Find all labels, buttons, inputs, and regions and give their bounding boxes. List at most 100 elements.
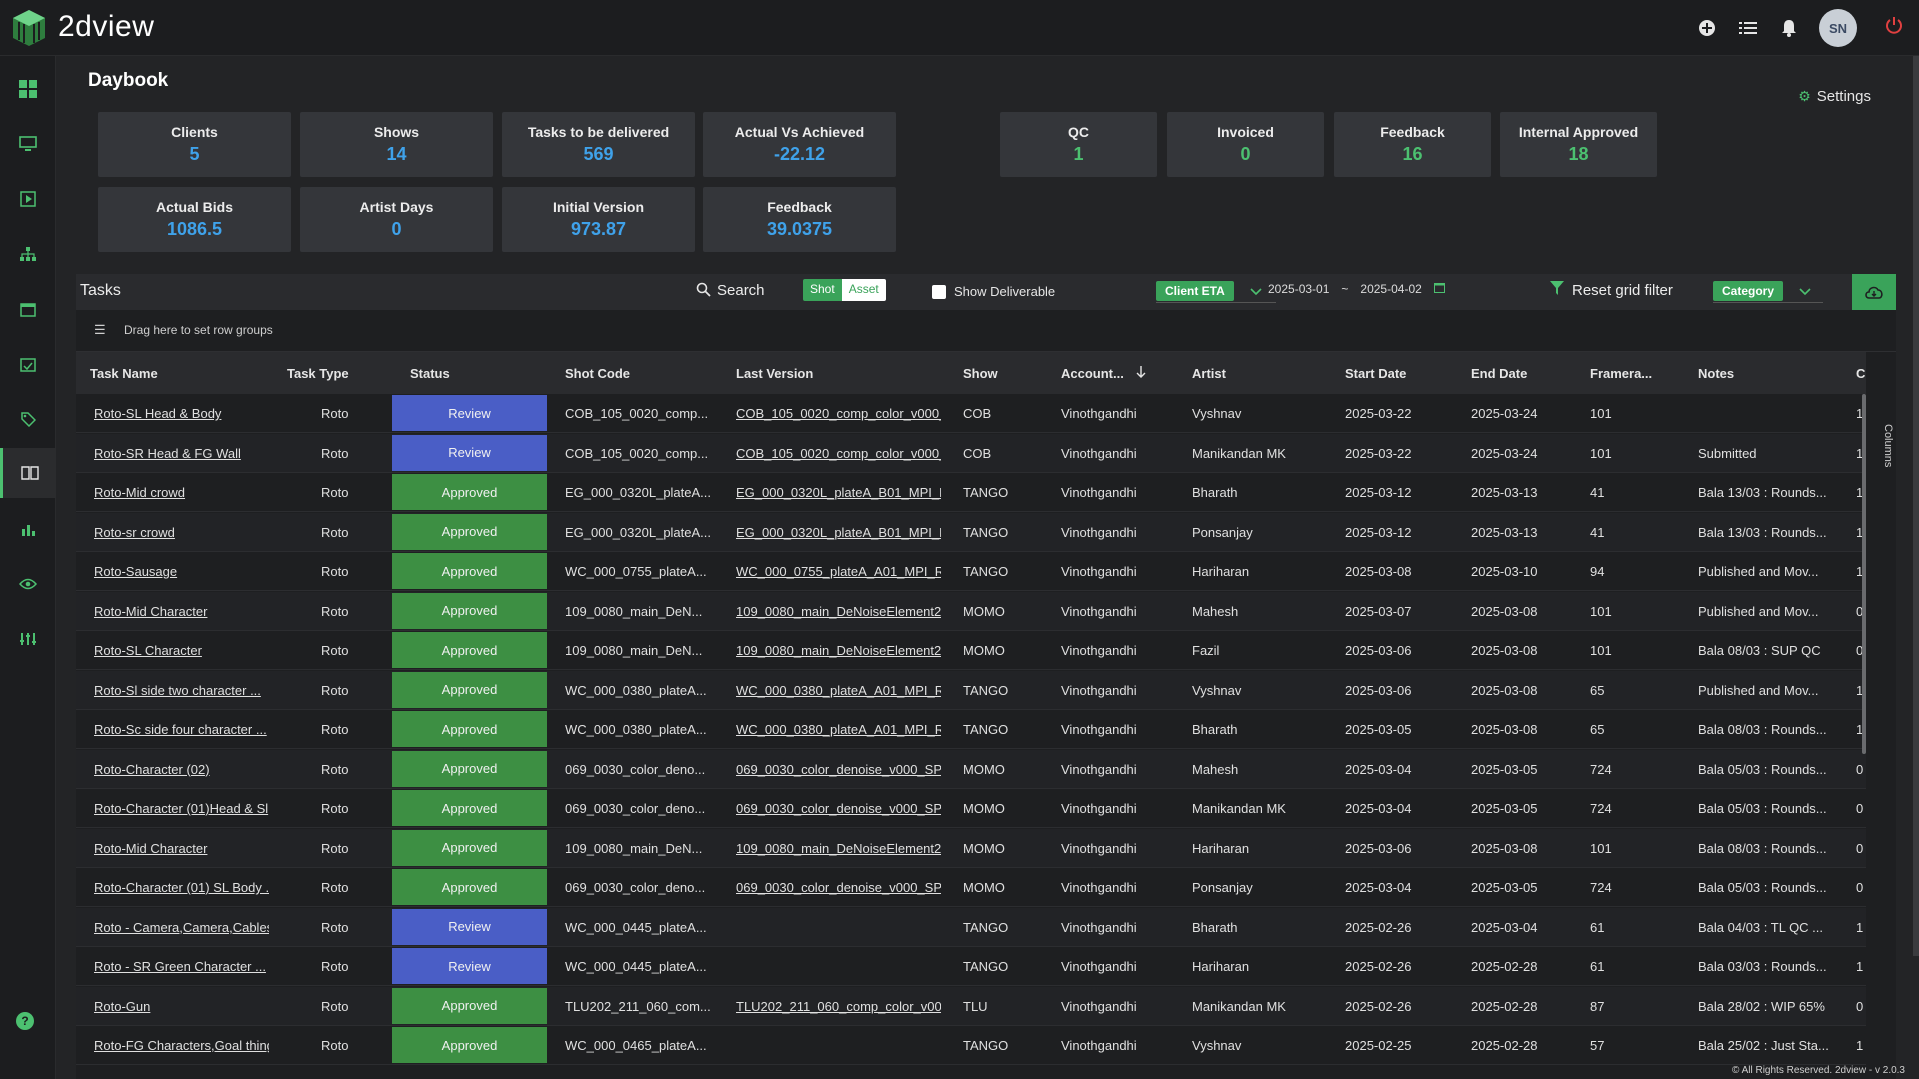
header-shot-code[interactable]: Shot Code: [565, 366, 630, 381]
cell-last-version[interactable]: EG_000_0320L_plateA_B01_MPI_RO: [736, 485, 941, 500]
columns-panel-toggle[interactable]: Columns: [1872, 394, 1894, 494]
status-badge[interactable]: Review: [392, 434, 547, 471]
cell-last-version[interactable]: COB_105_0020_comp_color_v000_ri: [736, 406, 941, 421]
cell-task-name[interactable]: Roto-Character (02): [94, 761, 210, 777]
status-badge[interactable]: Approved: [392, 987, 547, 1024]
settings-button[interactable]: ⚙ Settings: [1798, 88, 1871, 105]
bar-chart-icon[interactable]: [0, 504, 56, 554]
cell-task-name[interactable]: Roto-Sc side four character ...: [94, 722, 267, 737]
table-row[interactable]: Roto-SL Character Roto 109_0080_main_DeN..…: [76, 631, 1866, 670]
client-eta-select[interactable]: Client ETA: [1156, 279, 1276, 303]
app-logo[interactable]: [10, 8, 48, 48]
table-row[interactable]: Roto-Sausage Roto WC_000_0755_plateA... WC_…: [76, 552, 1866, 591]
cell-last-version[interactable]: WC_000_0755_plateA_A01_MPI_RO: [736, 564, 941, 579]
status-badge[interactable]: Approved: [392, 474, 547, 510]
cell-last-version[interactable]: TLU202_211_060_comp_color_v000: [736, 998, 941, 1014]
play-icon[interactable]: [0, 174, 56, 224]
table-row[interactable]: Roto-FG Characters,Goal thing Roto WC_000_…: [76, 1026, 1866, 1065]
toggle-asset[interactable]: Asset: [841, 279, 886, 301]
card-actual-vs-achieved[interactable]: Actual Vs Achieved -22.12: [703, 112, 896, 177]
power-icon[interactable]: [1885, 16, 1907, 40]
header-artist[interactable]: Artist: [1192, 366, 1226, 381]
status-badge[interactable]: Review: [392, 908, 547, 945]
cell-task-name[interactable]: Roto-Mid Character: [94, 840, 208, 856]
toggle-shot[interactable]: Shot: [803, 279, 842, 301]
cell-last-version[interactable]: 069_0030_color_denoise_v000_SPEI: [736, 801, 941, 816]
date-range-picker[interactable]: 2025-03-01 ~ 2025-04-02: [1268, 282, 1445, 296]
card-invoiced[interactable]: Invoiced 0: [1167, 112, 1324, 177]
table-row[interactable]: Roto-Mid Character Roto 109_0080_main_DeN.…: [76, 828, 1866, 868]
status-badge[interactable]: Approved: [392, 829, 547, 866]
card-feedback-metric[interactable]: Feedback 39.0375: [703, 187, 896, 252]
header-status[interactable]: Status: [410, 366, 450, 381]
card-clients[interactable]: Clients 5: [98, 112, 291, 177]
date-to[interactable]: 2025-04-02: [1360, 282, 1422, 296]
sort-desc-icon[interactable]: [1136, 366, 1146, 381]
status-badge[interactable]: Approved: [392, 632, 547, 668]
cell-task-name[interactable]: Roto-Sausage: [94, 564, 178, 579]
header-extra[interactable]: C: [1856, 366, 1866, 381]
table-row[interactable]: Roto-Mid crowd Roto EG_000_0320L_plateA...…: [76, 473, 1866, 512]
table-row[interactable]: Roto-Character (01)Head & Sl Roto 069_0030…: [76, 789, 1866, 828]
shot-asset-toggle[interactable]: Shot Asset: [803, 279, 886, 301]
card-shows[interactable]: Shows 14: [300, 112, 493, 177]
table-row[interactable]: Roto-Character (02) Roto 069_0030_color_de…: [76, 749, 1866, 789]
cell-task-name[interactable]: Roto-SL Character: [94, 643, 202, 658]
status-badge[interactable]: Review: [392, 948, 547, 984]
cell-last-version[interactable]: 109_0080_main_DeNoiseElement2F: [736, 603, 941, 619]
table-row[interactable]: Roto - Camera,Camera,Cables Roto WC_000_04…: [76, 907, 1866, 947]
reset-grid-filter-button[interactable]: Reset grid filter: [1550, 281, 1673, 299]
card-internal-approved[interactable]: Internal Approved 18: [1500, 112, 1657, 177]
plus-circle-icon[interactable]: [1696, 17, 1718, 39]
table-row[interactable]: Roto-Character (01) SL Body ... Roto 069_0…: [76, 868, 1866, 907]
cell-task-name[interactable]: Roto-SL Head & Body: [94, 406, 222, 421]
header-last-version[interactable]: Last Version: [736, 366, 814, 381]
cell-task-name[interactable]: Roto-SR Head & FG Wall: [94, 445, 241, 461]
status-badge[interactable]: Approved: [392, 711, 547, 747]
status-badge[interactable]: Approved: [392, 592, 547, 629]
table-row[interactable]: Roto-Gun Roto TLU202_211_060_com... TLU202_…: [76, 986, 1866, 1026]
page-scrollbar[interactable]: [1913, 56, 1919, 956]
card-tasks-delivered[interactable]: Tasks to be delivered 569: [502, 112, 695, 177]
calendar-icon[interactable]: [1433, 282, 1445, 296]
cell-task-name[interactable]: Roto-Sl side two character ...: [94, 682, 261, 698]
cell-task-name[interactable]: Roto-Character (01) SL Body ...: [94, 880, 269, 895]
table-row[interactable]: Roto-Sc side four character ... Roto WC_00…: [76, 710, 1866, 749]
cell-task-name[interactable]: Roto-Mid crowd: [94, 485, 186, 500]
status-badge[interactable]: Approved: [392, 513, 547, 550]
status-badge[interactable]: Approved: [392, 750, 547, 787]
header-notes[interactable]: Notes: [1698, 366, 1735, 381]
status-badge[interactable]: Approved: [392, 1027, 547, 1063]
card-feedback-count[interactable]: Feedback 16: [1334, 112, 1491, 177]
cell-last-version[interactable]: 109_0080_main_DeNoiseElement2F: [736, 643, 941, 658]
status-badge[interactable]: Approved: [392, 553, 547, 589]
cell-last-version[interactable]: COB_105_0020_comp_color_v000_ri: [736, 445, 941, 461]
status-badge[interactable]: Review: [392, 395, 547, 431]
header-end-date[interactable]: End Date: [1471, 366, 1528, 381]
user-avatar[interactable]: SN: [1819, 9, 1857, 47]
show-deliverable-checkbox[interactable]: Show Deliverable: [932, 284, 1055, 299]
cell-last-version[interactable]: WC_000_0380_plateA_A01_MPI_RO: [736, 682, 941, 698]
checkbox-box[interactable]: [932, 284, 946, 299]
cell-task-name[interactable]: Roto-FG Characters,Goal thing: [94, 1038, 269, 1053]
row-group-dropzone[interactable]: ☰ Drag here to set row groups: [76, 310, 1896, 352]
header-task-type[interactable]: Task Type: [287, 366, 349, 381]
table-scrollbar[interactable]: [1862, 394, 1866, 754]
status-badge[interactable]: Approved: [392, 790, 547, 826]
table-row[interactable]: Roto-SR Head & FG Wall Roto COB_105_0020_c…: [76, 433, 1866, 473]
help-icon[interactable]: ?: [16, 1012, 34, 1030]
card-qc[interactable]: QC 1: [1000, 112, 1157, 177]
table-row[interactable]: Roto-SL Head & Body Roto COB_105_0020_comp…: [76, 394, 1866, 433]
monitor-icon[interactable]: [0, 119, 56, 169]
cell-last-version[interactable]: 109_0080_main_DeNoiseElement2F: [736, 840, 941, 856]
header-start-date[interactable]: Start Date: [1345, 366, 1407, 381]
search-button[interactable]: Search: [696, 282, 765, 301]
cell-task-name[interactable]: Roto-Character (01)Head & Sl: [94, 801, 269, 816]
bell-icon[interactable]: [1778, 17, 1800, 39]
card-actual-bids[interactable]: Actual Bids 1086.5: [98, 187, 291, 252]
status-badge[interactable]: Approved: [392, 869, 547, 905]
cell-task-name[interactable]: Roto-Mid Character: [94, 603, 208, 619]
equalizer-icon[interactable]: [0, 614, 56, 664]
cell-task-name[interactable]: Roto-Gun: [94, 998, 151, 1014]
date-from[interactable]: 2025-03-01: [1268, 282, 1330, 296]
